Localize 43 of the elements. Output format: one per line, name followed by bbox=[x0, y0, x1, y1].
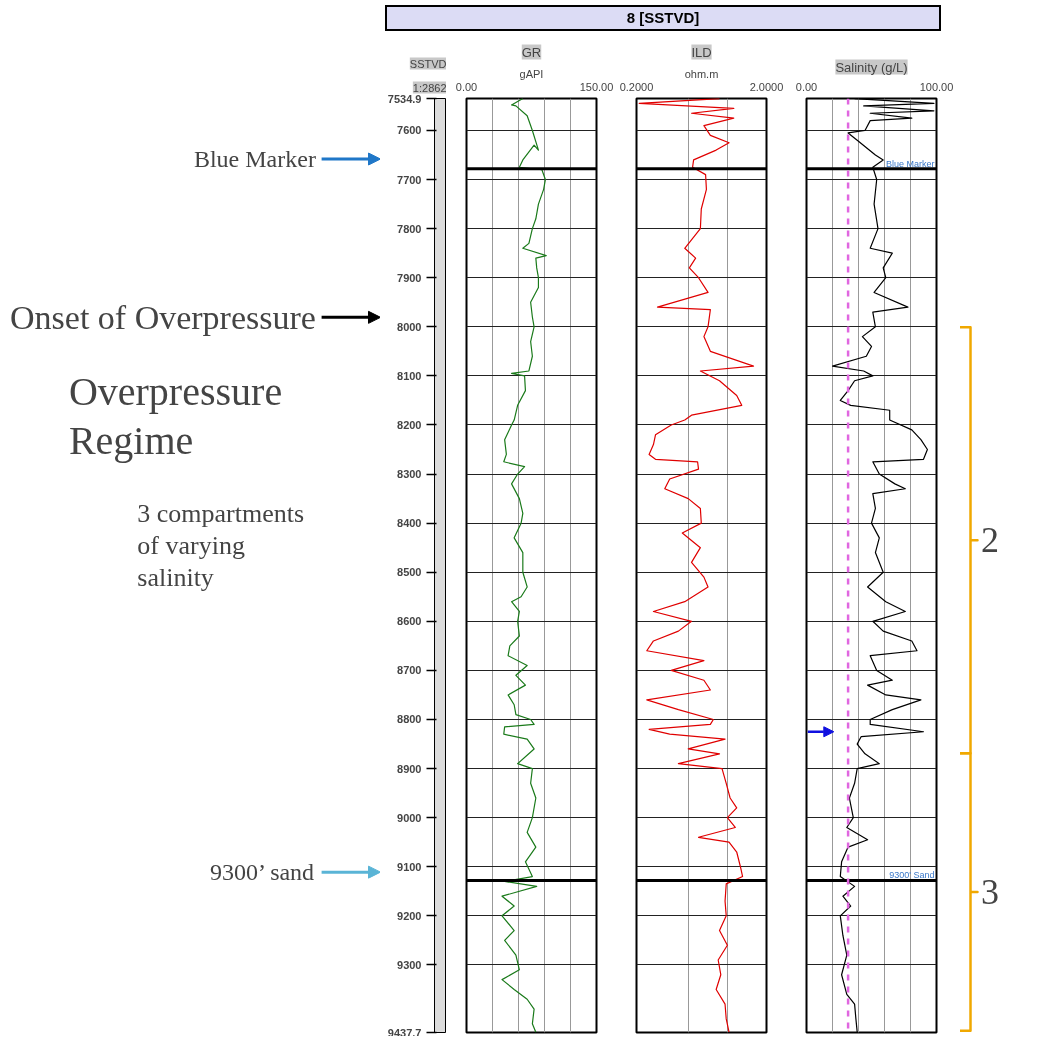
text: gAPI bbox=[519, 67, 544, 80]
x-tick-label: 0.00 bbox=[455, 80, 478, 93]
y-axis-title: SSTVD bbox=[409, 57, 447, 70]
y-tick-label: 8100 bbox=[397, 369, 422, 382]
text: Overpressure Regime bbox=[68, 368, 283, 464]
x-axis-title: Salinity (g/L) bbox=[835, 59, 908, 75]
text: 3 bbox=[981, 871, 999, 912]
x-tick-label: 100.00 bbox=[919, 80, 954, 93]
text: 9300’ sand bbox=[209, 859, 315, 886]
text: Blue Marker bbox=[193, 146, 316, 173]
y-tick-label: 9100 bbox=[397, 860, 422, 873]
text: 3 compartments of varying salinity bbox=[137, 499, 305, 593]
y-tick-label: 9300 bbox=[397, 958, 422, 971]
y-tick-label: 9437.7 bbox=[387, 1026, 422, 1039]
y-tick-label: 7700 bbox=[397, 173, 422, 186]
y-tick-label: 9200 bbox=[397, 909, 422, 922]
text: Onset of Overpressure bbox=[10, 298, 316, 336]
text: ohm.m bbox=[684, 67, 719, 80]
y-tick-label: 8800 bbox=[397, 713, 422, 726]
x-axis-title: ILD bbox=[691, 44, 712, 60]
y-tick-label: 8300 bbox=[397, 468, 422, 481]
y-tick-label: 7534.9 bbox=[387, 92, 422, 105]
y-tick-label: 8600 bbox=[397, 615, 422, 628]
y-tick-label: 8900 bbox=[397, 762, 422, 775]
x-tick-label: 0.2000 bbox=[619, 80, 654, 93]
y-tick-label: 8200 bbox=[397, 418, 422, 431]
y-tick-label: 8400 bbox=[397, 517, 422, 530]
y-tick-label: 7900 bbox=[397, 271, 422, 284]
y-tick-label: 7800 bbox=[397, 222, 422, 235]
x-tick-label: 0.00 bbox=[795, 80, 818, 93]
chart-title: 8 [SSTVD] bbox=[626, 8, 700, 28]
y-tick-label: 8700 bbox=[397, 664, 422, 677]
x-tick-label: 150.00 bbox=[579, 80, 614, 93]
x-tick-label: 2.0000 bbox=[749, 80, 784, 93]
ref-line-label: 9300' Sand bbox=[889, 870, 935, 881]
y-tick-label: 7600 bbox=[397, 124, 422, 137]
y-tick-label: 8500 bbox=[397, 566, 422, 579]
text: 1:2862 bbox=[412, 81, 447, 94]
y-tick-label: 8000 bbox=[397, 320, 422, 333]
text: 2 bbox=[981, 520, 999, 561]
y-tick-label: 9000 bbox=[397, 811, 422, 824]
x-axis-title: GR bbox=[521, 44, 542, 60]
ref-line-label: Blue Marker bbox=[885, 158, 935, 169]
